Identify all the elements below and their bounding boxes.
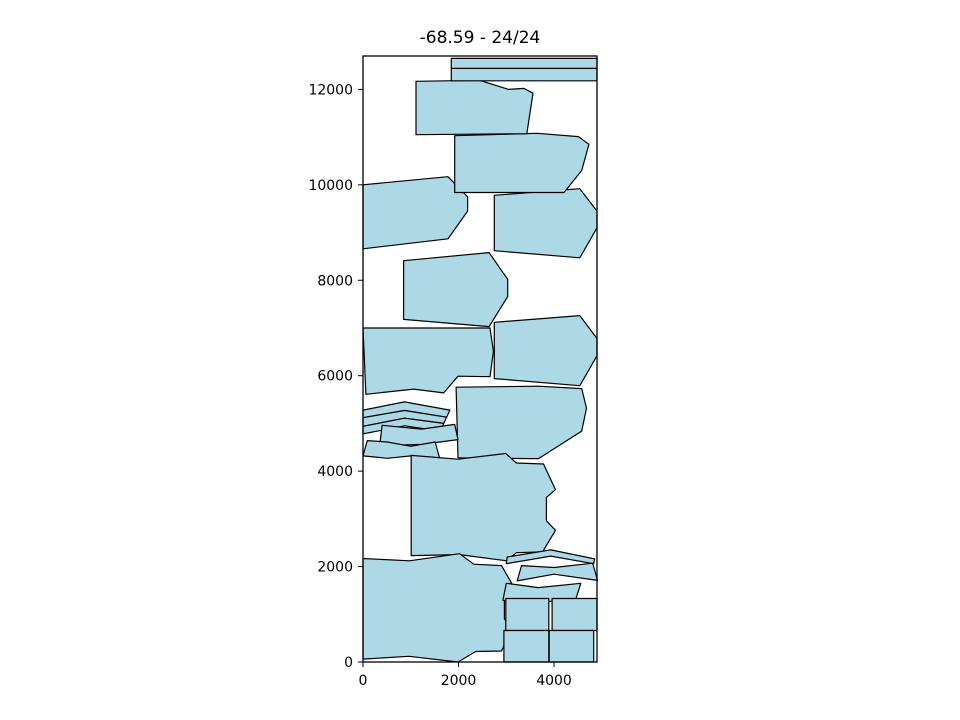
y-tick-label: 6000 <box>317 369 353 385</box>
y-tick-label: 0 <box>344 655 353 671</box>
polygon-piece <box>551 597 598 632</box>
x-tick-label: 0 <box>359 673 368 689</box>
polygon-piece <box>403 252 509 328</box>
polygon-piece <box>505 549 596 565</box>
x-tick-label: 2000 <box>441 673 477 689</box>
polygon-piece <box>493 188 598 259</box>
polygon-piece <box>503 629 550 663</box>
polygon-piece <box>505 597 550 632</box>
y-axis-ticks: 0 2000 4000 6000 8000 10000 12000 <box>308 82 363 671</box>
polygon-piece <box>548 629 595 663</box>
chart-title: -68.59 - 24/24 <box>420 28 541 48</box>
polygon-piece <box>362 327 494 395</box>
y-tick-label: 4000 <box>317 464 353 480</box>
y-tick-label: 12000 <box>308 82 353 98</box>
y-tick-label: 2000 <box>317 560 353 576</box>
polygon-piece <box>415 79 534 136</box>
y-tick-label: 8000 <box>317 273 353 289</box>
plot-frame <box>362 55 598 663</box>
polygon-group <box>362 57 599 663</box>
x-axis-ticks: 0 2000 4000 <box>359 662 572 689</box>
polygon-piece <box>493 315 598 387</box>
polygon-piece <box>450 57 598 82</box>
x-tick-label: 4000 <box>536 673 572 689</box>
y-tick-label: 10000 <box>308 178 353 194</box>
polygon-piece <box>362 553 514 663</box>
polygon-piece <box>454 132 590 194</box>
polygon-piece <box>410 452 557 562</box>
polygon-piece <box>362 440 441 460</box>
